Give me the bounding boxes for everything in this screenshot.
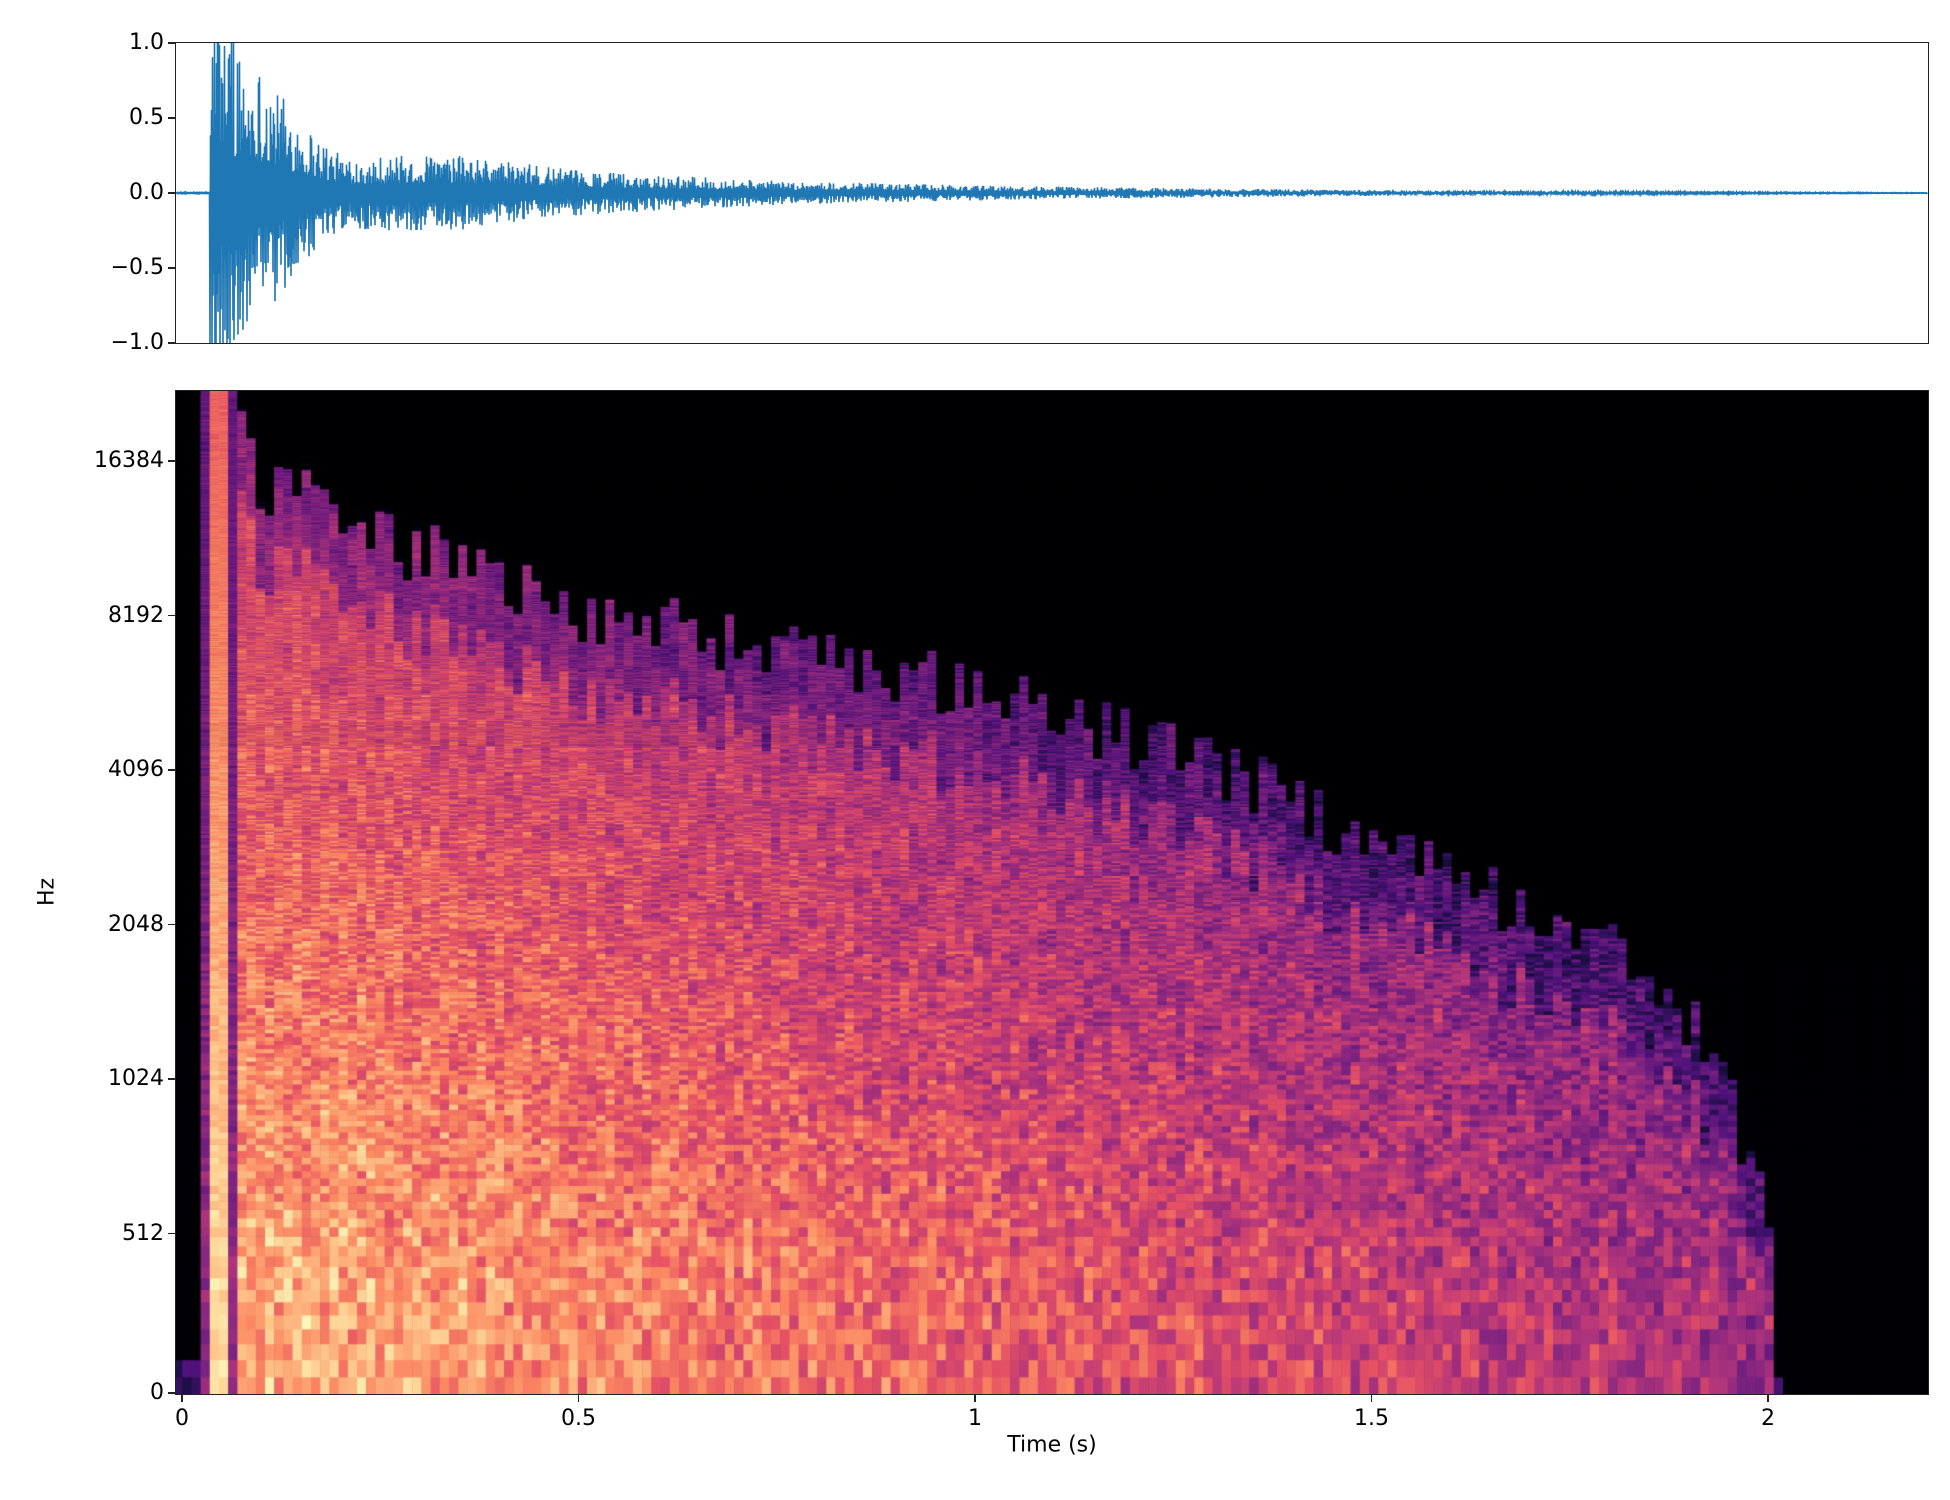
spectrogram-x-tick-label: 0 <box>175 1406 189 1431</box>
spectrogram-x-tick-label: 1 <box>968 1406 982 1431</box>
y-axis-label: Hz <box>34 877 60 907</box>
waveform-y-tick-label: −0.5 <box>110 255 164 280</box>
spectrogram-plot <box>175 390 1929 1395</box>
waveform-y-tick-label: 1.0 <box>129 30 164 55</box>
spectrogram-x-tick <box>1370 1394 1373 1402</box>
waveform-y-tick <box>168 267 176 269</box>
spectrogram-x-tick <box>974 1394 976 1402</box>
spectrogram-y-tick <box>168 1078 176 1080</box>
spectrogram-x-tick-label: 1.5 <box>1354 1406 1389 1431</box>
spectrogram-y-tick-label: 0 <box>150 1380 164 1405</box>
waveform-y-tick-label: 0.0 <box>129 180 164 205</box>
spectrogram-y-tick-label: 16384 <box>94 448 164 473</box>
spectrogram-x-tick-label: 0.5 <box>561 1406 596 1431</box>
spectrogram-y-tick <box>168 614 176 617</box>
spectrogram-y-tick-label: 2048 <box>108 911 164 937</box>
waveform-line <box>176 43 1928 343</box>
spectrogram-x-tick <box>181 1394 183 1402</box>
spectrogram-y-tick <box>168 769 176 771</box>
spectrogram-x-tick <box>577 1394 580 1402</box>
waveform-y-tick <box>168 192 176 194</box>
waveform-y-tick <box>168 117 176 119</box>
waveform-y-tick <box>168 42 176 44</box>
spectrogram-y-tick <box>168 923 176 926</box>
spectrogram-y-tick <box>168 460 176 462</box>
x-axis-label: Time (s) <box>1007 1432 1097 1458</box>
waveform-y-tick-label: 0.5 <box>129 105 164 130</box>
spectrogram-y-tick-label: 4096 <box>108 757 164 782</box>
spectrogram-y-tick <box>168 1392 176 1394</box>
waveform-plot <box>175 42 1929 344</box>
waveform-trace <box>176 43 1928 343</box>
spectrogram-y-tick-label: 8192 <box>108 602 164 628</box>
spectrogram-x-tick-label: 2 <box>1761 1406 1775 1431</box>
spectrogram-x-tick <box>1767 1394 1769 1402</box>
waveform-y-tick <box>168 342 176 344</box>
spectrogram-heatmap <box>176 391 1928 1394</box>
spectrogram-y-tick <box>168 1232 176 1235</box>
spectrogram-y-tick-label: 512 <box>122 1220 164 1246</box>
spectrogram-y-tick-label: 1024 <box>108 1066 164 1091</box>
waveform-y-tick-label: −1.0 <box>110 330 164 355</box>
